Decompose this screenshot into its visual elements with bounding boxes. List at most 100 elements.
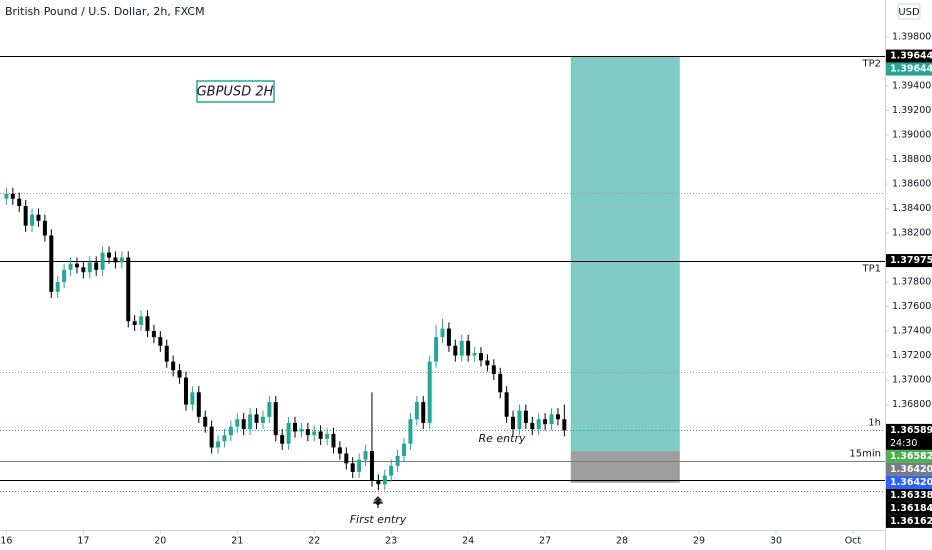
candle-body: [402, 443, 407, 457]
candle-body: [504, 392, 509, 417]
x-tick-label: 22: [308, 536, 320, 547]
chart-title: British Pound / U.S. Dollar, 2h, FXCM: [5, 5, 205, 18]
candle-body: [517, 410, 522, 430]
candle-body: [68, 263, 73, 270]
y-tick-label: 1.37400: [892, 326, 931, 337]
candle-body: [203, 416, 208, 427]
price-label-box: [886, 501, 932, 515]
candle-body: [523, 410, 528, 423]
price-label: 1.36184: [890, 503, 932, 514]
y-tick-label: 1.37000: [892, 375, 931, 386]
y-tick-label: 1.38400: [892, 203, 931, 214]
candle-body: [209, 426, 214, 448]
x-tick-label: 29: [693, 536, 705, 547]
y-tick-label: 1.37800: [892, 277, 931, 288]
y-tick-label: 1.37600: [892, 301, 931, 312]
candle-body: [177, 370, 182, 378]
price-label: 1.37975: [890, 255, 932, 266]
candle-body: [389, 465, 394, 476]
candle-body: [126, 257, 131, 322]
x-tick-label: 27: [539, 536, 551, 547]
candle-body: [113, 257, 118, 263]
line-label: 1h: [868, 418, 881, 429]
candle-body: [36, 214, 41, 221]
candle-body: [280, 435, 285, 444]
annotation-box: [196, 80, 275, 103]
candle-body: [536, 419, 541, 430]
candle-body: [62, 269, 67, 283]
annotation: First entry: [350, 513, 407, 526]
price-label-box: [886, 423, 932, 450]
y-tick-label: 1.36800: [892, 399, 931, 410]
candle-body: [273, 402, 278, 436]
candle-body: [183, 377, 188, 405]
candle-body: [299, 429, 304, 432]
y-tick-label: 1.39800: [892, 31, 931, 42]
x-tick-label: 20: [154, 536, 166, 547]
annotation: GBPUSD 2H: [197, 85, 274, 100]
price-label-box: [886, 49, 932, 63]
candle-body: [158, 337, 163, 346]
candle-body: [414, 402, 419, 420]
candle-body: [145, 316, 150, 332]
annotation: Re entry: [479, 432, 526, 445]
candle-body: [344, 453, 349, 464]
candle-body: [94, 262, 99, 270]
candle-body: [485, 360, 490, 366]
candle-body: [382, 475, 387, 485]
candle-body: [427, 361, 432, 423]
candle-body: [376, 480, 381, 485]
candle-body: [132, 321, 137, 325]
price-label-box: [886, 254, 932, 268]
candle-body: [190, 392, 195, 405]
price-label-box: [886, 449, 932, 463]
candle-body: [248, 414, 253, 430]
line-label: TP1: [861, 264, 881, 275]
candle-body: [87, 262, 92, 273]
candle-body: [42, 220, 47, 236]
price-label: 1.36589: [890, 425, 932, 436]
candle-body: [55, 282, 60, 292]
candle-body: [453, 345, 458, 356]
candle-body: [312, 431, 317, 436]
candle-body: [74, 263, 79, 268]
x-tick-label: 16: [0, 536, 12, 547]
y-tick-label: 1.38200: [892, 228, 931, 239]
candle-body: [472, 353, 477, 356]
y-tick-label: 1.38600: [892, 179, 931, 190]
price-label: 1.39644: [890, 64, 932, 75]
candle-body: [331, 433, 336, 448]
y-tick-label: 1.39000: [892, 130, 931, 141]
candle-body: [222, 435, 227, 442]
candle-body: [408, 419, 413, 444]
cursor-icon: [373, 496, 383, 508]
price-label: 1.36420: [890, 477, 932, 488]
candle-body: [10, 193, 15, 199]
price-label: 1.39644: [890, 51, 932, 62]
price-label-box: [886, 62, 932, 76]
candle-body: [466, 340, 471, 356]
candle-body: [100, 252, 105, 270]
x-tick-label: 30: [770, 536, 782, 547]
candle-body: [17, 198, 22, 207]
currency[interactable]: USD: [898, 7, 920, 18]
y-tick-label: 1.39200: [892, 105, 931, 116]
x-tick-label: Oct: [845, 536, 862, 547]
candle-body: [286, 422, 291, 444]
candle-body: [357, 459, 362, 472]
y-tick-label: 1.38800: [892, 154, 931, 165]
candle-body: [228, 426, 233, 436]
price-label: 1.36338: [890, 490, 932, 501]
candle-body: [267, 402, 272, 417]
x-tick-label: 21: [231, 536, 243, 547]
currency-box[interactable]: [897, 3, 921, 20]
y-tick-label: 1.37200: [892, 350, 931, 361]
candle-body: [293, 422, 297, 432]
stop-zone: [570, 451, 680, 483]
candle-body: [241, 419, 246, 430]
candle-body: [337, 447, 342, 454]
candle-body: [318, 431, 323, 439]
candle-body: [119, 257, 124, 263]
